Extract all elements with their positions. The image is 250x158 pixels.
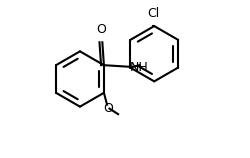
Text: O: O [103, 102, 113, 115]
Text: O: O [96, 23, 106, 36]
Text: Cl: Cl [147, 7, 160, 20]
Text: NH: NH [130, 61, 149, 74]
